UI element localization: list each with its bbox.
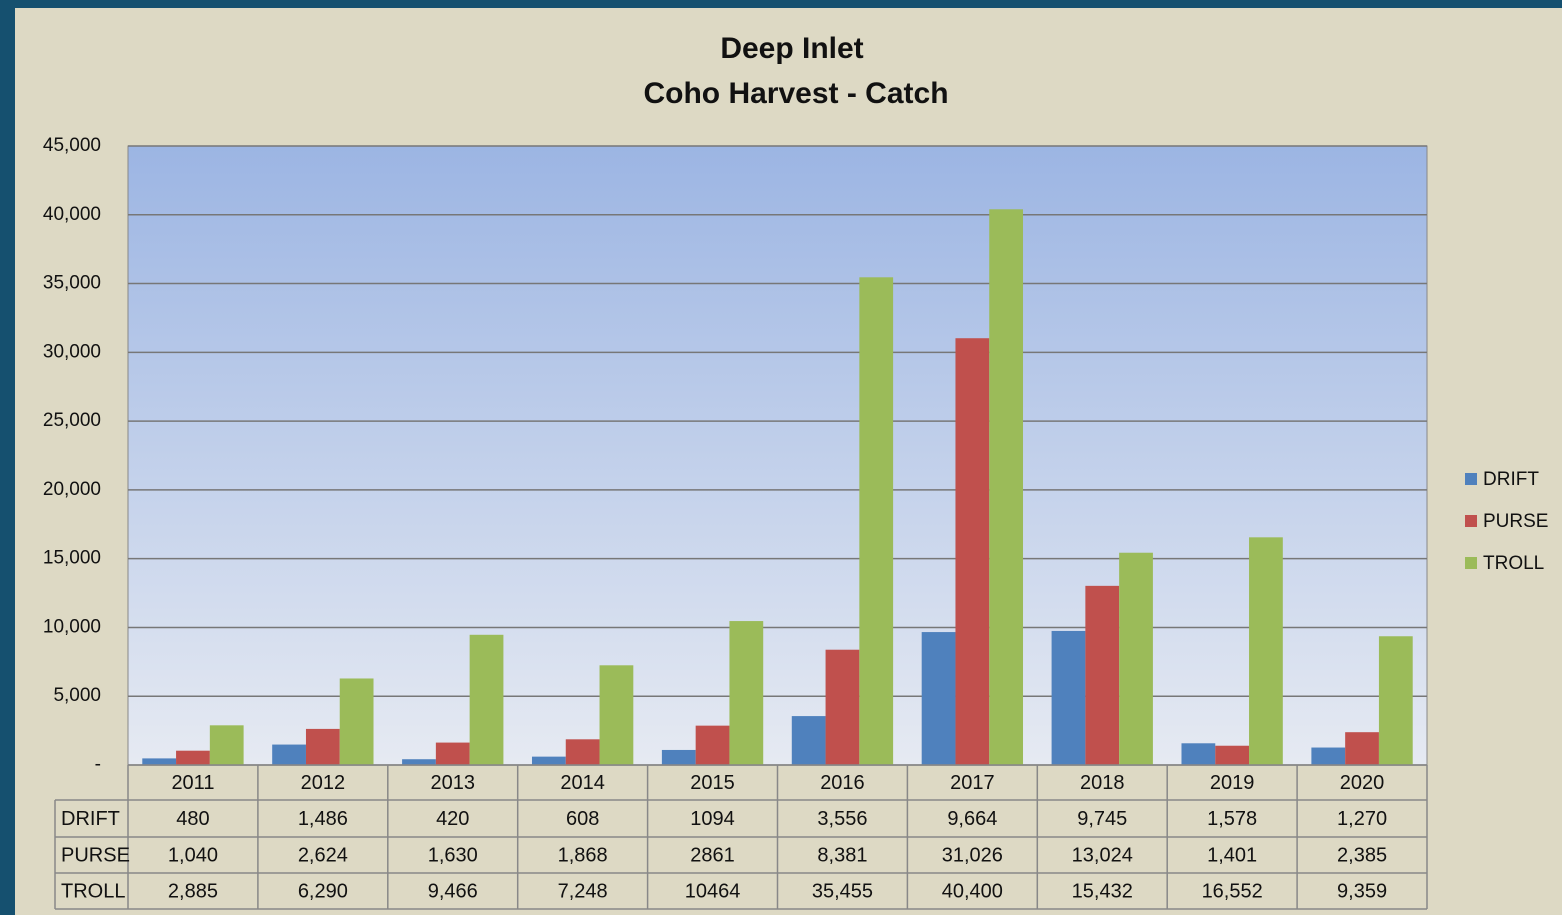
bar: [989, 209, 1024, 765]
table-cell: 1094: [690, 808, 735, 830]
x-tick-label: 2018: [1080, 772, 1125, 794]
legend-label: PURSE: [1483, 511, 1548, 532]
x-tick-label: 2012: [301, 772, 346, 794]
bar: [695, 725, 730, 765]
x-tick-label: 2019: [1210, 772, 1255, 794]
table-cell: 15,432: [1072, 880, 1133, 902]
bar: [339, 678, 374, 765]
bar: [176, 750, 210, 765]
legend-label: DRIFT: [1483, 469, 1539, 490]
table-cell: 8,381: [817, 844, 867, 866]
y-tick-label: 10,000: [43, 616, 101, 637]
table-row-label: PURSE: [61, 844, 130, 866]
table-cell: 9,359: [1337, 880, 1387, 902]
x-tick-label: 2011: [171, 772, 214, 794]
x-tick-label: 2015: [690, 772, 735, 794]
bar: [921, 632, 956, 765]
table-cell: 2,385: [1337, 844, 1387, 866]
table-cell: 1,578: [1207, 808, 1257, 830]
bar: [791, 716, 826, 765]
x-tick-label: 2014: [560, 772, 605, 794]
bar: [402, 759, 436, 765]
table-cell: 16,552: [1202, 880, 1263, 902]
table-cell: 1,401: [1207, 844, 1257, 866]
bar: [272, 744, 306, 765]
y-tick-label: 20,000: [43, 479, 101, 500]
bar: [859, 277, 894, 765]
chart-title: Coho Harvest - Catch: [643, 77, 948, 110]
bar: [435, 742, 470, 765]
table-cell: 7,248: [558, 880, 608, 902]
bar: [955, 338, 990, 765]
table-cell: 1,868: [558, 844, 608, 866]
bar: [565, 739, 600, 765]
table-cell: 40,400: [942, 880, 1003, 902]
table-cell: 1,486: [298, 808, 348, 830]
table-cell: 1,040: [168, 844, 218, 866]
table-cell: 420: [436, 808, 469, 830]
bar: [1378, 636, 1413, 765]
table-cell: 9,466: [428, 880, 478, 902]
table-row-label: DRIFT: [61, 808, 120, 830]
bar: [1051, 630, 1086, 765]
bar: [209, 725, 244, 765]
table-cell: 9,745: [1077, 808, 1127, 830]
plot-area: [127, 145, 1428, 766]
legend-swatch: [1465, 473, 1477, 485]
table-row-label: TROLL: [61, 880, 125, 902]
bar: [531, 756, 566, 765]
legend-swatch: [1465, 515, 1477, 527]
x-tick-label: 2016: [820, 772, 865, 794]
bar: [661, 749, 696, 765]
table-cell: 31,026: [942, 844, 1003, 866]
table-cell: 13,024: [1072, 844, 1133, 866]
table-cell: 6,290: [298, 880, 348, 902]
bar: [599, 665, 634, 765]
bar: [305, 728, 340, 765]
table-cell: 608: [566, 808, 599, 830]
bar: [825, 649, 860, 765]
x-tick-label: 2017: [950, 772, 995, 794]
bar: [1085, 585, 1120, 765]
bar: [1249, 537, 1283, 765]
table-cell: 2,624: [298, 844, 348, 866]
y-tick-label: 35,000: [43, 273, 101, 294]
bar: [1119, 552, 1153, 765]
x-tick-label: 2013: [431, 772, 476, 794]
y-tick-label: 45,000: [43, 135, 101, 156]
table-cell: 2861: [690, 844, 735, 866]
table-cell: 2,885: [168, 880, 218, 902]
bar: [142, 758, 177, 765]
y-tick-label: 5,000: [53, 685, 101, 706]
chart-title: Deep Inlet: [720, 32, 863, 65]
bar: [729, 621, 764, 765]
y-tick-label: -: [95, 754, 101, 775]
legend-label: TROLL: [1483, 553, 1544, 574]
table-cell: 10464: [685, 880, 741, 902]
y-tick-label: 30,000: [43, 341, 101, 362]
bar: [1345, 732, 1379, 765]
y-tick-label: 40,000: [43, 204, 101, 225]
table-cell: 35,455: [812, 880, 873, 902]
y-tick-label: 15,000: [43, 548, 101, 569]
bar: [469, 634, 504, 765]
bar: [1181, 743, 1216, 765]
y-tick-label: 25,000: [43, 410, 101, 431]
bar: [1311, 747, 1346, 765]
bar: [1215, 745, 1250, 765]
legend-swatch: [1465, 557, 1477, 569]
table-cell: 480: [176, 808, 209, 830]
table-cell: 3,556: [817, 808, 867, 830]
table-cell: 1,270: [1337, 808, 1387, 830]
x-tick-label: 2020: [1340, 772, 1385, 794]
table-cell: 9,664: [947, 808, 997, 830]
table-cell: 1,630: [428, 844, 478, 866]
